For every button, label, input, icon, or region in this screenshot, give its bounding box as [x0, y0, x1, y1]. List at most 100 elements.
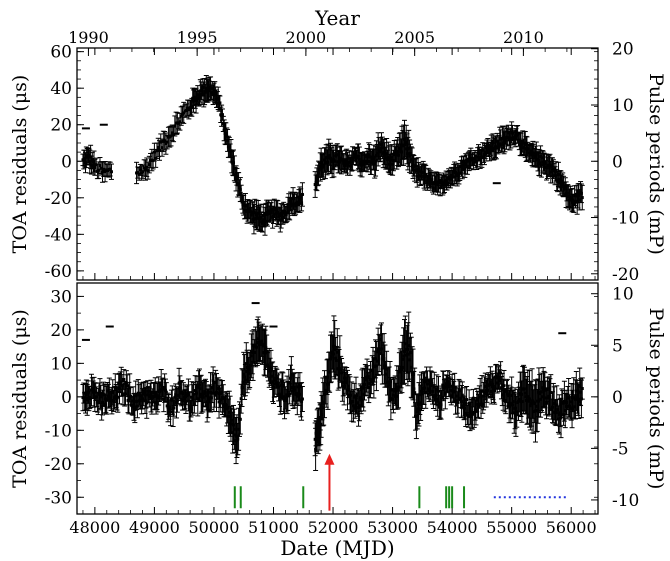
data-point — [379, 147, 383, 151]
data-point — [325, 160, 329, 164]
data-point — [405, 147, 409, 151]
data-point — [484, 391, 488, 395]
data-point — [173, 124, 177, 128]
data-point — [180, 399, 184, 403]
data-point — [103, 170, 107, 174]
data-point — [396, 388, 400, 392]
data-point — [529, 149, 533, 153]
data-point — [138, 168, 142, 172]
xtick-label: 56000 — [546, 518, 597, 537]
data-point — [103, 402, 107, 406]
data-point — [380, 347, 384, 351]
data-point — [196, 93, 200, 97]
data-point — [108, 167, 112, 171]
data-point — [400, 365, 404, 369]
data-point — [471, 396, 475, 400]
data-point — [119, 380, 123, 384]
data-point — [499, 143, 503, 147]
data-point — [216, 96, 220, 100]
data-point — [118, 387, 122, 391]
data-point — [90, 159, 94, 163]
data-point — [576, 194, 580, 198]
data-point — [243, 208, 247, 212]
data-point — [482, 152, 486, 156]
data-point — [428, 379, 432, 383]
data-point — [184, 109, 188, 113]
data-point — [123, 392, 127, 396]
data-point — [114, 394, 118, 398]
right-tick-label-top: 20 — [612, 40, 634, 60]
data-point — [479, 402, 483, 406]
data-point — [145, 165, 149, 169]
data-point — [89, 163, 93, 167]
ytick-label-top: -20 — [45, 189, 72, 209]
data-point — [425, 179, 429, 183]
data-point — [488, 150, 492, 154]
data-point — [415, 174, 419, 178]
data-point — [545, 166, 549, 170]
data-point — [430, 178, 434, 182]
data-point — [289, 373, 293, 377]
data-point — [99, 395, 103, 399]
data-point — [94, 390, 98, 394]
data-point — [412, 387, 416, 391]
data-point — [252, 217, 256, 221]
y-axis-label-bottom: TOA residuals (μs) — [9, 309, 31, 488]
data-point — [353, 406, 357, 410]
data-point — [502, 384, 506, 388]
data-point — [204, 394, 208, 398]
data-point — [236, 437, 240, 441]
data-point — [509, 403, 513, 407]
data-point — [190, 395, 194, 399]
data-point — [106, 394, 110, 398]
data-point — [431, 389, 435, 393]
data-point — [91, 164, 95, 168]
data-point — [348, 393, 352, 397]
data-point — [418, 393, 422, 397]
data-point — [146, 393, 150, 397]
data-point — [403, 143, 407, 147]
data-point — [507, 404, 511, 408]
data-point — [427, 389, 431, 393]
data-point — [380, 146, 384, 150]
data-point — [510, 393, 514, 397]
data-point — [520, 146, 524, 150]
data-point — [357, 404, 361, 408]
data-point — [208, 396, 212, 400]
ytick-label-top: 60 — [50, 43, 72, 63]
data-point — [289, 199, 293, 203]
data-point — [136, 391, 140, 395]
data-point — [463, 167, 467, 171]
data-point — [494, 146, 498, 150]
data-point — [410, 158, 414, 162]
data-point — [83, 399, 87, 403]
data-point — [337, 160, 341, 164]
data-point — [523, 142, 527, 146]
data-point — [380, 357, 384, 361]
data-point — [200, 92, 204, 96]
data-point — [328, 153, 332, 157]
data-point — [252, 344, 256, 348]
data-point — [158, 389, 162, 393]
data-point — [330, 159, 334, 163]
data-point — [431, 181, 435, 185]
data-point — [182, 111, 186, 115]
data-point — [192, 95, 196, 99]
data-point — [279, 214, 283, 218]
data-point — [358, 396, 362, 400]
data-point — [243, 378, 247, 382]
data-point — [394, 151, 398, 155]
data-point — [558, 181, 562, 185]
data-point — [458, 171, 462, 175]
data-point — [459, 164, 463, 168]
data-point — [379, 338, 383, 342]
data-point — [143, 399, 147, 403]
data-point — [365, 155, 369, 159]
data-point — [163, 388, 167, 392]
data-point — [172, 406, 176, 410]
data-point — [317, 171, 321, 175]
data-point — [466, 157, 470, 161]
data-point — [448, 388, 452, 392]
data-point — [385, 158, 389, 162]
data-point — [542, 160, 546, 164]
